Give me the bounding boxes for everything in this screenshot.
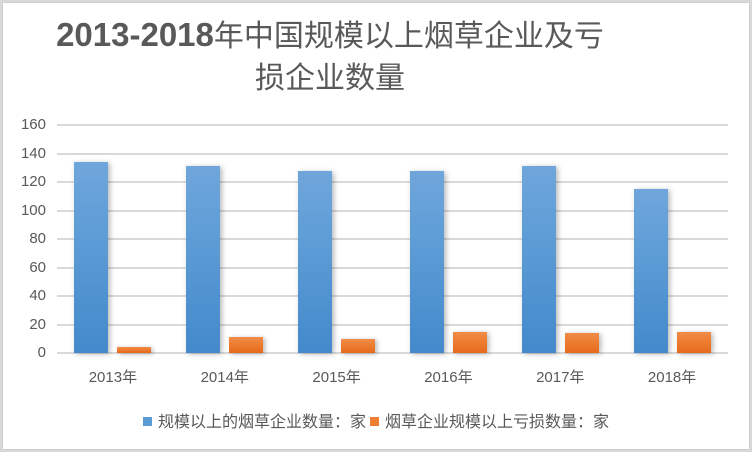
bar-enterprise-count[interactable] (186, 166, 221, 353)
bar-loss-count[interactable] (564, 333, 599, 353)
legend-label: 规模以上的烟草企业数量：家 (157, 412, 366, 431)
bar-enterprise-count[interactable] (521, 166, 556, 353)
chart-title-text: 年中国规模以上烟草企业及亏 (213, 19, 604, 54)
x-tick-label: 2013年 (88, 369, 138, 386)
gridline (57, 323, 728, 326)
gridline (57, 352, 728, 354)
y-tick-label: 160 (20, 116, 46, 133)
legend-item[interactable]: 规模以上的烟草企业数量：家 (142, 408, 366, 432)
y-tick-label: 140 (20, 144, 46, 162)
chart-title: 2013-2018年中国规模以上烟草企业及亏 损企业数量 (0, 14, 660, 100)
y-tick-label: 20 (29, 315, 46, 333)
y-tick-label: 0 (37, 344, 46, 361)
gridline (57, 152, 728, 155)
gridline (57, 124, 728, 126)
legend-swatch-icon (142, 417, 152, 426)
bar-enterprise-count[interactable] (633, 189, 668, 353)
y-tick-label: 100 (20, 201, 46, 219)
gridline (57, 209, 728, 212)
legend-label: 烟草企业规模以上亏损数量：家 (385, 412, 610, 431)
x-tick-label: 2018年 (647, 369, 697, 386)
legend-item[interactable]: 烟草企业规模以上亏损数量：家 (370, 408, 609, 432)
x-tick-label: 2015年 (312, 369, 361, 386)
x-tick-label: 2014年 (200, 369, 249, 386)
y-tick-label: 80 (29, 230, 46, 247)
gridline (57, 238, 728, 240)
bar-enterprise-count[interactable] (409, 170, 444, 353)
bar-loss-count[interactable] (452, 331, 487, 353)
y-tick-label: 40 (29, 287, 46, 304)
gridline (57, 266, 728, 269)
x-tick-label: 2017年 (536, 369, 585, 386)
bar-loss-count[interactable] (676, 331, 711, 353)
y-tick-label: 120 (20, 173, 46, 190)
bar-enterprise-count[interactable] (298, 170, 333, 353)
legend-swatch-icon (370, 417, 379, 426)
chart-title-line-1: 2013-2018年中国规模以上烟草企业及亏 (0, 14, 660, 58)
bar-loss-count[interactable] (341, 338, 376, 353)
bar-loss-count[interactable] (117, 347, 152, 353)
bar-enterprise-count[interactable] (74, 162, 109, 353)
x-tick-label: 2016年 (424, 369, 473, 386)
y-tick-label: 60 (29, 258, 46, 276)
legend: 规模以上的烟草企业数量：家 烟草企业规模以上亏损数量：家 (0, 408, 752, 432)
gridline (57, 181, 728, 183)
gridline (57, 295, 728, 297)
chart-title-years: 2013-2018 (56, 16, 214, 53)
chart-title-line-2: 损企业数量 (255, 61, 405, 96)
bar-loss-count[interactable] (229, 337, 264, 353)
